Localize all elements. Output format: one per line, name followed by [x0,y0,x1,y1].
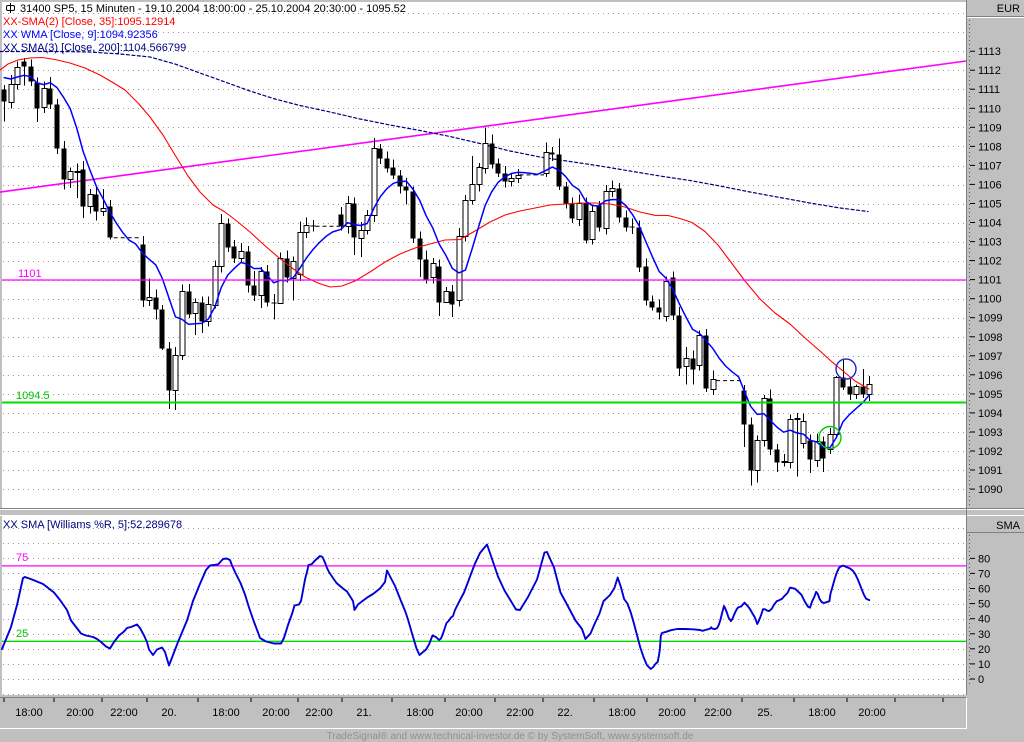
svg-text:18:00: 18:00 [808,707,836,719]
svg-text:EUR: EUR [997,3,1020,15]
svg-text:1100: 1100 [978,294,1002,306]
svg-text:1102: 1102 [978,256,1002,268]
svg-text:22:00: 22:00 [704,707,732,719]
svg-text:1094: 1094 [978,408,1002,420]
svg-text:1091: 1091 [978,465,1002,477]
svg-text:10: 10 [978,659,990,671]
svg-text:22:00: 22:00 [110,707,138,719]
svg-text:1112: 1112 [978,65,1001,77]
svg-text:1105: 1105 [978,199,1002,211]
svg-text:SMA: SMA [996,520,1021,532]
svg-text:20:00: 20:00 [66,707,94,719]
svg-text:1101: 1101 [18,268,42,280]
svg-text:20:00: 20:00 [262,707,290,719]
svg-text:1104: 1104 [978,218,1002,230]
svg-text:20:00: 20:00 [455,707,483,719]
svg-text:XX SMA(3) [Close, 200]:1104.56: XX SMA(3) [Close, 200]:1104.566799 [3,42,186,54]
svg-text:25: 25 [16,628,28,640]
svg-text:1109: 1109 [978,122,1002,134]
svg-text:18:00: 18:00 [406,707,434,719]
svg-text:1101: 1101 [978,275,1002,287]
svg-text:1106: 1106 [978,179,1002,191]
svg-text:22:00: 22:00 [506,707,534,719]
svg-text:1094.5: 1094.5 [16,390,50,402]
svg-text:1107: 1107 [978,160,1002,172]
svg-text:80: 80 [978,553,990,565]
svg-text:75: 75 [16,552,28,564]
svg-text:1093: 1093 [978,427,1002,439]
svg-text:22.: 22. [557,707,572,719]
svg-text:21.: 21. [356,707,371,719]
svg-text:0: 0 [978,674,984,686]
svg-text:70: 70 [978,568,990,580]
svg-text:1095: 1095 [978,389,1002,401]
svg-text:1098: 1098 [978,332,1002,344]
svg-text:1110: 1110 [978,103,1001,115]
svg-text:1103: 1103 [978,237,1002,249]
svg-text:1099: 1099 [978,313,1002,325]
svg-text:1097: 1097 [978,351,1002,363]
svg-text:20: 20 [978,644,990,656]
svg-text:20:00: 20:00 [858,707,886,719]
svg-text:TradeSignal® and www.technical: TradeSignal® and www.technical-investor.… [327,731,694,742]
svg-text:1113: 1113 [978,46,1001,58]
svg-text:XX WMA [Close, 9]:1094.92356: XX WMA [Close, 9]:1094.92356 [3,29,158,41]
svg-text:1096: 1096 [978,370,1002,382]
svg-text:18:00: 18:00 [608,707,636,719]
svg-text:40: 40 [978,614,990,626]
svg-text:31400 SP5, 15 Minuten - 19.10: 31400 SP5, 15 Minuten - 19.10.2004 18:00… [20,3,406,15]
svg-text:1092: 1092 [978,446,1002,458]
svg-text:1111: 1111 [978,84,1000,96]
svg-text:22:00: 22:00 [305,707,333,719]
svg-text:60: 60 [978,584,990,596]
svg-text:30: 30 [978,629,990,641]
svg-text:25.: 25. [757,707,772,719]
svg-text:50: 50 [978,599,990,611]
svg-text:20:00: 20:00 [658,707,686,719]
svg-text:XX SMA [Williams %R, 5]:52.289: XX SMA [Williams %R, 5]:52.289678 [3,519,182,531]
svg-text:1108: 1108 [978,141,1002,153]
svg-text:1090: 1090 [978,484,1002,496]
svg-text:18:00: 18:00 [212,707,240,719]
svg-text:20.: 20. [161,707,176,719]
svg-text:XX-SMA(2) [Close, 35]:1095.129: XX-SMA(2) [Close, 35]:1095.12914 [3,16,175,28]
svg-text:18:00: 18:00 [15,707,43,719]
